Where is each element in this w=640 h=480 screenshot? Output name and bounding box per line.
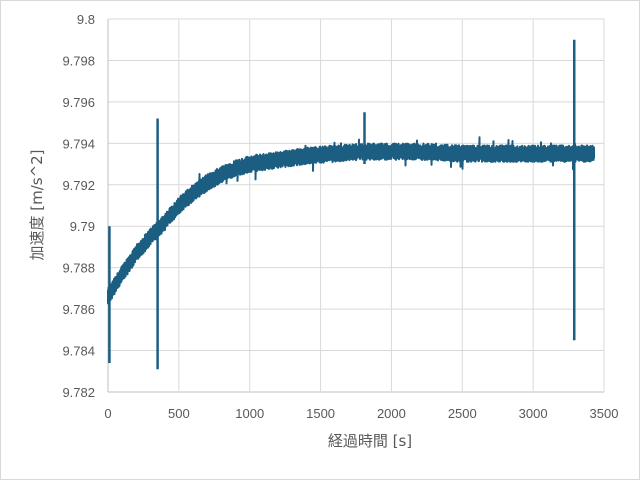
x-tick-label: 1000 (235, 406, 264, 421)
y-tick-label: 9.792 (62, 178, 95, 193)
x-tick-label: 500 (168, 406, 190, 421)
x-tick-label: 3000 (519, 406, 548, 421)
x-tick-label: 2500 (448, 406, 477, 421)
y-tick-label: 9.8 (77, 12, 95, 27)
series-line (107, 136, 595, 305)
y-tick-label: 9.784 (62, 344, 95, 359)
x-axis-title: 経過時間 [s] (328, 432, 412, 450)
x-tick-label: 3500 (590, 406, 619, 421)
y-tick-label: 9.796 (62, 95, 95, 110)
y-tick-label: 9.782 (62, 385, 95, 400)
grid-lines (107, 18, 605, 393)
x-tick-label: 2000 (377, 406, 406, 421)
data-series (107, 39, 595, 370)
y-tick-label: 9.786 (62, 302, 95, 317)
y-axis-tick-labels: 9.8 9.798 9.796 9.794 9.792 9.79 9.788 9.786 9.7… (62, 12, 95, 400)
x-tick-label: 1500 (306, 406, 335, 421)
x-axis-tick-labels: 0 500 1000 1500 2000 2500 3000 3500 (104, 406, 618, 421)
y-tick-label: 9.79 (70, 219, 95, 234)
y-axis-title: 加速度 [m/s^2] (28, 149, 46, 260)
y-tick-label: 9.794 (62, 136, 95, 151)
x-tick-label: 0 (104, 406, 111, 421)
y-tick-label: 9.788 (62, 261, 95, 276)
y-tick-label: 9.798 (62, 53, 95, 68)
